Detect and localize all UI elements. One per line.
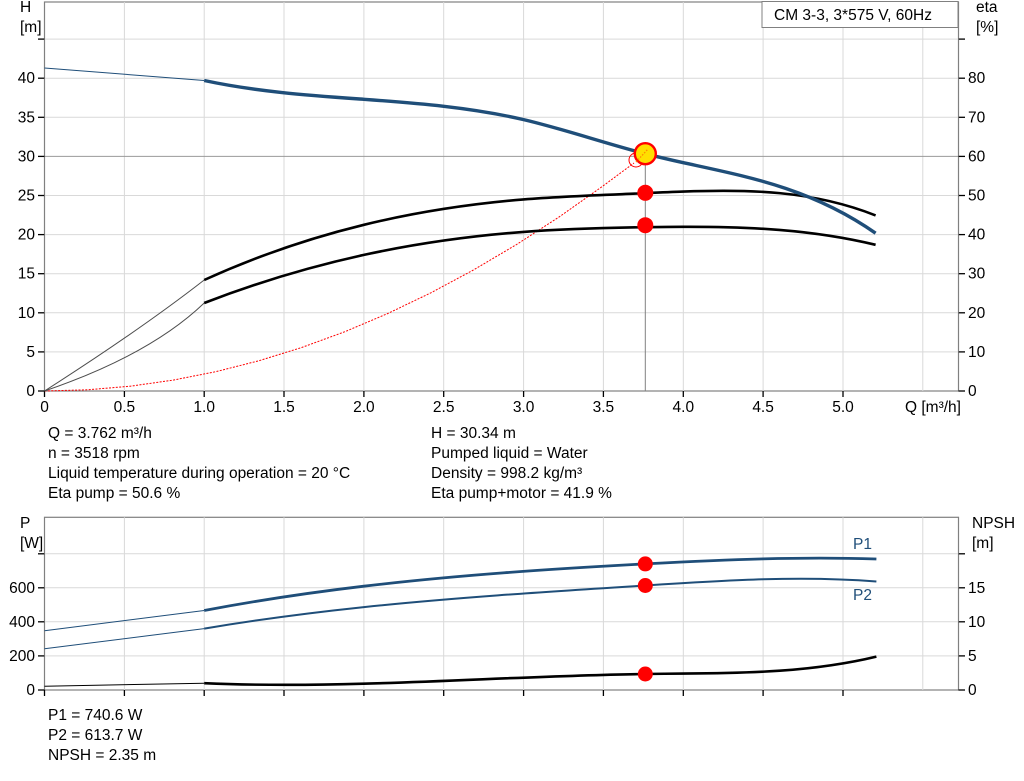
svg-text:Eta pump = 50.6 %: Eta pump = 50.6 % xyxy=(48,485,180,502)
svg-text:4.0: 4.0 xyxy=(673,399,695,416)
svg-text:80: 80 xyxy=(968,70,986,87)
svg-text:15: 15 xyxy=(18,266,35,283)
svg-text:3.5: 3.5 xyxy=(593,399,615,416)
svg-text:0.5: 0.5 xyxy=(114,399,136,416)
svg-text:0: 0 xyxy=(26,383,35,400)
svg-text:0: 0 xyxy=(26,682,35,699)
svg-text:2.0: 2.0 xyxy=(353,399,375,416)
svg-text:200: 200 xyxy=(9,648,35,665)
svg-text:30: 30 xyxy=(18,148,36,165)
svg-text:Pumped liquid = Water: Pumped liquid = Water xyxy=(431,445,588,462)
svg-text:0: 0 xyxy=(968,383,977,400)
svg-text:[m]: [m] xyxy=(972,535,994,552)
svg-text:Density = 998.2 kg/m³: Density = 998.2 kg/m³ xyxy=(431,465,582,482)
svg-text:35: 35 xyxy=(18,109,35,126)
svg-text:5: 5 xyxy=(968,648,977,665)
svg-text:1.5: 1.5 xyxy=(273,399,295,416)
svg-text:10: 10 xyxy=(968,344,986,361)
svg-text:n = 3518 rpm: n = 3518 rpm xyxy=(48,445,140,462)
svg-text:20: 20 xyxy=(968,305,986,322)
svg-text:400: 400 xyxy=(9,614,35,631)
svg-text:CM 3-3, 3*575 V, 60Hz: CM 3-3, 3*575 V, 60Hz xyxy=(774,7,932,24)
svg-text:[W]: [W] xyxy=(20,535,43,552)
svg-text:2.5: 2.5 xyxy=(433,399,455,416)
svg-text:Liquid temperature during oper: Liquid temperature during operation = 20… xyxy=(48,465,350,482)
svg-text:25: 25 xyxy=(18,188,35,205)
svg-text:1.0: 1.0 xyxy=(193,399,215,416)
svg-text:5.0: 5.0 xyxy=(832,399,854,416)
svg-text:P2: P2 xyxy=(853,587,872,604)
svg-text:30: 30 xyxy=(968,266,986,283)
svg-text:50: 50 xyxy=(968,188,986,205)
svg-text:40: 40 xyxy=(968,227,986,244)
svg-text:0: 0 xyxy=(968,682,977,699)
svg-text:40: 40 xyxy=(18,70,36,87)
svg-text:Q = 3.762 m³/h: Q = 3.762 m³/h xyxy=(48,425,152,442)
svg-text:20: 20 xyxy=(18,227,36,244)
svg-text:Q [m³/h]: Q [m³/h] xyxy=(905,399,961,416)
svg-text:P: P xyxy=(20,515,30,532)
svg-text:Eta pump+motor = 41.9 %: Eta pump+motor = 41.9 % xyxy=(431,485,612,502)
svg-text:P1: P1 xyxy=(853,536,872,553)
svg-text:0: 0 xyxy=(40,399,49,416)
svg-text:60: 60 xyxy=(968,148,986,165)
svg-text:[%]: [%] xyxy=(976,19,998,36)
svg-text:eta: eta xyxy=(976,0,998,16)
svg-text:P1 = 740.6 W: P1 = 740.6 W xyxy=(48,707,143,724)
svg-text:P2 = 613.7 W: P2 = 613.7 W xyxy=(48,727,143,744)
svg-text:H: H xyxy=(20,0,31,16)
svg-text:3.0: 3.0 xyxy=(513,399,535,416)
svg-text:5: 5 xyxy=(26,344,35,361)
svg-text:H = 30.34 m: H = 30.34 m xyxy=(431,425,516,442)
svg-text:600: 600 xyxy=(9,580,35,597)
svg-text:10: 10 xyxy=(18,305,36,322)
svg-text:15: 15 xyxy=(968,580,985,597)
svg-text:70: 70 xyxy=(968,109,986,126)
svg-text:NPSH = 2.35 m: NPSH = 2.35 m xyxy=(48,747,156,764)
svg-text:NPSH: NPSH xyxy=(972,515,1015,532)
svg-text:[m]: [m] xyxy=(20,19,42,36)
svg-text:4.5: 4.5 xyxy=(752,399,774,416)
svg-text:10: 10 xyxy=(968,614,986,631)
